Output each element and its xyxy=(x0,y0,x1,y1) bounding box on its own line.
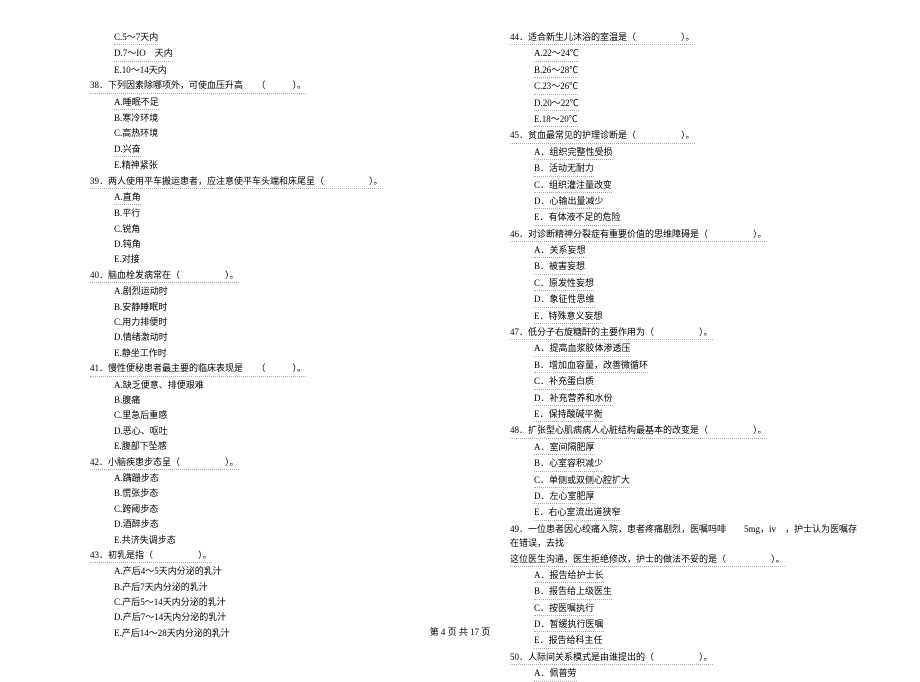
q45-opt-d: D．心输出量减少 xyxy=(510,194,860,209)
q44-opt-a: A.22～24℃ xyxy=(510,46,860,61)
q46-opt-e: E．特殊意义妄想 xyxy=(510,309,860,324)
q48-stem: 48．扩张型心肌病病人心脏结构最基本的改变是（ ）。 xyxy=(510,423,860,438)
q40-opt-e: E.静坐工作时 xyxy=(90,346,440,360)
q43-opt-d: D.产后7～14天内分泌的乳汁 xyxy=(90,610,440,624)
q49-opt-a: A．报告给护士长 xyxy=(510,568,860,583)
q47-opt-a: A．提高血浆胶体渗透压 xyxy=(510,341,860,356)
q37-opt-d: D.7～IO 天内 xyxy=(90,46,440,61)
q43-opt-c: C.产后5～14天内分泌的乳汁 xyxy=(90,595,440,609)
right-column: 44．适合新生儿沐浴的室温是（ ）。 A.22～24℃ B.26～28℃ C.2… xyxy=(510,30,860,610)
q41-opt-c: C.里急后重感 xyxy=(90,408,440,422)
q37-opt-e: E.10～14天内 xyxy=(90,63,440,77)
q37-opt-c: C.5～7天内 xyxy=(90,30,440,45)
q42-opt-b: B.慌张步态 xyxy=(90,486,440,500)
q45-opt-c: C．组织灌注量改变 xyxy=(510,178,860,193)
q45-stem: 45．贫血最常见的护理诊断是（ ）。 xyxy=(510,128,860,143)
q45-opt-a: A．组织完整性受损 xyxy=(510,145,860,160)
q39-opt-b: B.平行 xyxy=(90,206,440,220)
q44-opt-e: E.18～20℃ xyxy=(510,112,860,127)
q38-opt-d: D.兴奋 xyxy=(90,142,440,157)
q40-opt-c: C.用力排便时 xyxy=(90,315,440,329)
q44-opt-d: D.20～22℃ xyxy=(510,96,860,111)
q47-opt-b: B．增加血容量，改善微循环 xyxy=(510,358,860,373)
q46-opt-c: C．原发性妄想 xyxy=(510,276,860,291)
q50-opt-a: A．佩普劳 xyxy=(510,666,860,681)
q41-opt-b: B.腹痛 xyxy=(90,393,440,407)
q41-opt-a: A.缺乏便意、排便艰难 xyxy=(90,378,440,392)
q47-opt-e: E．保持酸碱平衡 xyxy=(510,407,860,422)
q46-opt-b: B．被害妄想 xyxy=(510,259,860,274)
q43-stem: 43．初乳是指（ ）。 xyxy=(90,548,440,563)
q42-opt-e: E.共济失调步态 xyxy=(90,533,440,547)
q45-opt-e: E．有体液不足的危险 xyxy=(510,210,860,225)
q44-opt-c: C.23～26℃ xyxy=(510,79,860,94)
q49-opt-b: B．报告给上级医生 xyxy=(510,584,860,599)
q48-opt-d: D．左心室肥厚 xyxy=(510,489,860,504)
q44-stem: 44．适合新生儿沐浴的室温是（ ）。 xyxy=(510,30,860,45)
q41-opt-e: E.腹部下坠感 xyxy=(90,439,440,453)
q48-opt-a: A．室间隔肥厚 xyxy=(510,440,860,455)
q38-opt-e: E.精神紧张 xyxy=(90,158,440,172)
q40-opt-b: B.安静睡眠时 xyxy=(90,300,440,314)
q49-stem-b: 这位医生沟通，医生拒绝修改，护士的做法不妥的是（ ）。 xyxy=(510,552,860,567)
q45-opt-b: B．活动无耐力 xyxy=(510,161,860,176)
q40-opt-d: D.情绪激动时 xyxy=(90,330,440,344)
q41-opt-d: D.恶心、呕吐 xyxy=(90,424,440,438)
q40-opt-a: A.剧烈运动时 xyxy=(90,284,440,298)
q38-opt-c: C.高热环境 xyxy=(90,126,440,140)
q50-stem: 50．人际间关系模式是由谁提出的（ ）。 xyxy=(510,650,860,665)
q46-opt-a: A．关系妄想 xyxy=(510,243,860,258)
q41-stem: 41．慢性便秘患者最主要的临床表现是 （ ）。 xyxy=(90,361,440,376)
q39-opt-a: A.直角 xyxy=(90,190,440,205)
q47-opt-d: D．补充营养和水份 xyxy=(510,391,860,406)
q39-opt-d: D.钝角 xyxy=(90,237,440,251)
q39-opt-c: C.锐角 xyxy=(90,222,440,236)
q44-opt-b: B.26～28℃ xyxy=(510,63,860,78)
q48-opt-c: C．单侧或双侧心腔扩大 xyxy=(510,473,860,488)
left-column: C.5～7天内 D.7～IO 天内 E.10～14天内 38．下列因素除哪项外，… xyxy=(90,30,440,610)
q38-opt-a: A.睡眠不足 xyxy=(90,95,440,110)
q42-stem: 42．小脑疾患步态呈（ ）。 xyxy=(90,455,440,470)
q42-opt-a: A.蹒跚步态 xyxy=(90,471,440,485)
q43-opt-b: B.产后7天内分泌的乳汁 xyxy=(90,580,440,594)
q38-opt-b: B.寒冷环境 xyxy=(90,111,440,125)
q47-opt-c: C．补充蛋白质 xyxy=(510,374,860,389)
q47-stem: 47．低分子右旋糖酐的主要作用为（ ）。 xyxy=(510,325,860,340)
q40-stem: 40．脑血栓发病常在（ ）。 xyxy=(90,268,440,283)
q48-opt-e: E．右心室流出道狭窄 xyxy=(510,505,860,520)
two-column-layout: C.5～7天内 D.7～IO 天内 E.10～14天内 38．下列因素除哪项外，… xyxy=(90,30,860,610)
page-footer: 第 4 页 共 17 页 xyxy=(0,625,920,638)
q42-opt-d: D.酒醉步态 xyxy=(90,517,440,531)
q49-opt-c: C．按医嘱执行 xyxy=(510,601,860,616)
q48-opt-b: B．心室容积减少 xyxy=(510,456,860,471)
q39-stem: 39．两人使用平车搬运患者，应注意使平车头端和床尾呈（ ）。 xyxy=(90,174,440,189)
q42-opt-c: C.跨阈步态 xyxy=(90,502,440,516)
q46-opt-d: D．象征性思维 xyxy=(510,292,860,307)
q43-opt-a: A.产后4～5天内分泌的乳汁 xyxy=(90,564,440,578)
q39-opt-e: E.对接 xyxy=(90,252,440,266)
q38-stem: 38．下列因素除哪项外，可使血压升高 （ ）。 xyxy=(90,78,440,93)
q46-stem: 46．对诊断精神分裂症有重要价值的思维障碍是（ ）。 xyxy=(510,227,860,242)
q49-stem-a: 49．一位患者因心绞痛入院，患者疼痛剧烈，医嘱吗啡 5mg，iv ，护士认为医嘱… xyxy=(510,522,860,551)
